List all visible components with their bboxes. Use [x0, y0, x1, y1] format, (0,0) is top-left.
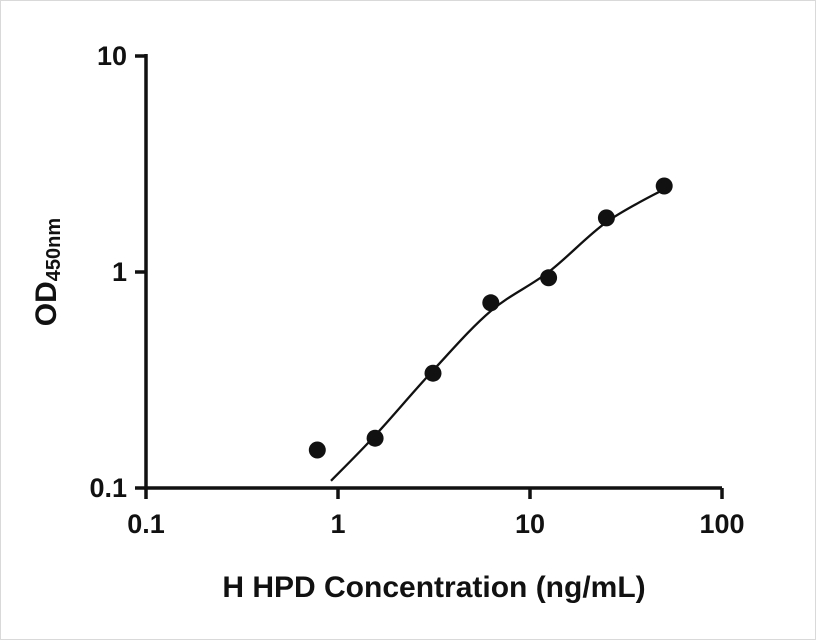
data-point: [655, 177, 673, 195]
x-tick-label: 1: [330, 509, 345, 539]
data-point: [308, 441, 326, 459]
data-point: [540, 269, 558, 287]
y-axis-title-main: OD: [30, 281, 63, 327]
y-tick-label: 10: [97, 41, 127, 71]
x-tick-label: 100: [699, 509, 744, 539]
data-point: [482, 294, 500, 312]
y-tick-label: 1: [112, 257, 127, 287]
y-axis-title-sub: 450nm: [43, 217, 65, 282]
axis-spines: [144, 54, 722, 490]
x-axis-title: H HPD Concentration (ng/mL): [222, 571, 646, 604]
data-point: [424, 364, 442, 382]
x-tick-label: 0.1: [127, 509, 165, 539]
data-point: [366, 429, 384, 447]
y-axis-title: OD450nm: [30, 217, 65, 327]
data-point: [597, 209, 615, 227]
y-tick-label: 0.1: [89, 473, 127, 503]
x-tick-label: 10: [515, 509, 545, 539]
